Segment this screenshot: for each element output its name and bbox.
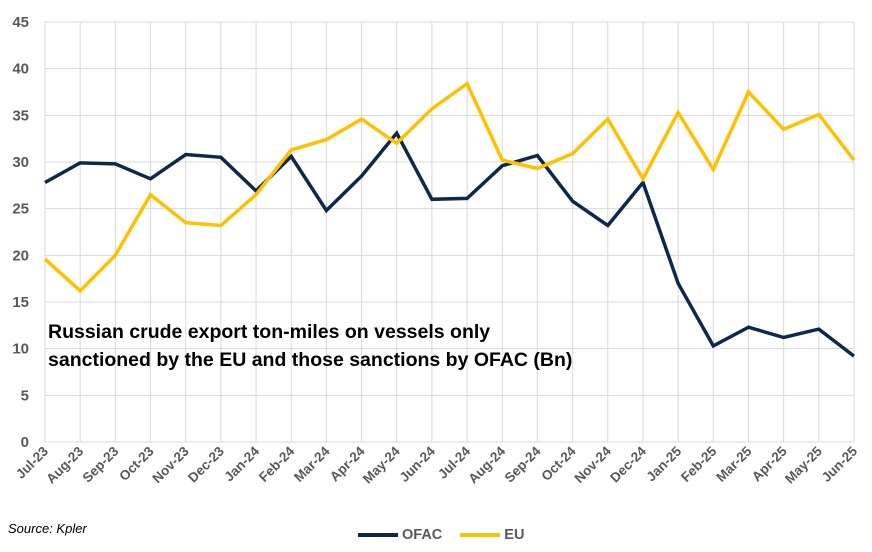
x-tick-label: Sep-23 xyxy=(80,443,122,485)
legend-item-eu: EU xyxy=(460,527,524,543)
y-tick-label: 10 xyxy=(12,341,29,358)
annotation-line-2: sanctioned by the EU and those sanctions… xyxy=(48,349,573,371)
x-tick-label: Aug-23 xyxy=(43,443,86,486)
y-tick-label: 25 xyxy=(12,201,29,218)
y-tick-label: 45 xyxy=(12,14,29,31)
series-line-ofac xyxy=(44,129,856,358)
x-axis-ticks: Jul-23Aug-23Sep-23Oct-23Nov-23Dec-23Jan-… xyxy=(13,443,861,486)
y-tick-label: 40 xyxy=(12,61,29,78)
y-tick-label: 0 xyxy=(21,434,29,451)
series-lines xyxy=(43,80,856,358)
x-tick-label: Jun-24 xyxy=(397,443,439,485)
legend-swatch-ofac xyxy=(358,533,398,537)
y-tick-label: 35 xyxy=(12,107,29,124)
chart-annotation: Russian crude export ton-miles on vessel… xyxy=(48,318,648,374)
y-tick-label: 5 xyxy=(21,387,29,404)
series-line-eu xyxy=(43,80,856,294)
legend: OFAC EU xyxy=(358,527,542,543)
annotation-line-1: Russian crude export ton-miles on vessel… xyxy=(48,321,491,343)
x-tick-label: Jun-25 xyxy=(819,443,861,485)
y-tick-label: 20 xyxy=(12,247,29,264)
y-axis-ticks: 0 5 10 15 20 25 30 35 40 45 xyxy=(12,14,29,451)
x-tick-label: Dec-24 xyxy=(607,443,649,485)
source-note: Source: Kpler xyxy=(8,521,87,536)
x-tick-label: Aug-24 xyxy=(465,443,508,486)
x-tick-label: Dec-23 xyxy=(185,443,227,485)
x-tick-label: Mar-25 xyxy=(713,443,755,485)
x-tick-label: Feb-24 xyxy=(256,443,298,485)
legend-swatch-eu xyxy=(460,533,501,537)
legend-item-ofac: OFAC xyxy=(358,527,442,543)
x-tick-label: Jan-24 xyxy=(221,443,262,484)
x-tick-label: Nov-24 xyxy=(571,443,614,486)
x-tick-label: May-24 xyxy=(360,443,403,486)
x-tick-label: Sep-24 xyxy=(502,443,544,485)
x-tick-label: Jan-25 xyxy=(643,443,684,484)
legend-label-ofac: OFAC xyxy=(402,527,443,543)
legend-label-eu: EU xyxy=(504,527,525,543)
x-tick-label: Feb-25 xyxy=(678,443,720,485)
gridlines xyxy=(44,21,855,443)
x-tick-label: Mar-24 xyxy=(291,443,333,485)
y-tick-label: 15 xyxy=(12,294,29,311)
y-tick-label: 30 xyxy=(12,154,29,171)
x-tick-label: Nov-23 xyxy=(149,443,192,486)
x-tick-label: May-25 xyxy=(782,443,825,486)
